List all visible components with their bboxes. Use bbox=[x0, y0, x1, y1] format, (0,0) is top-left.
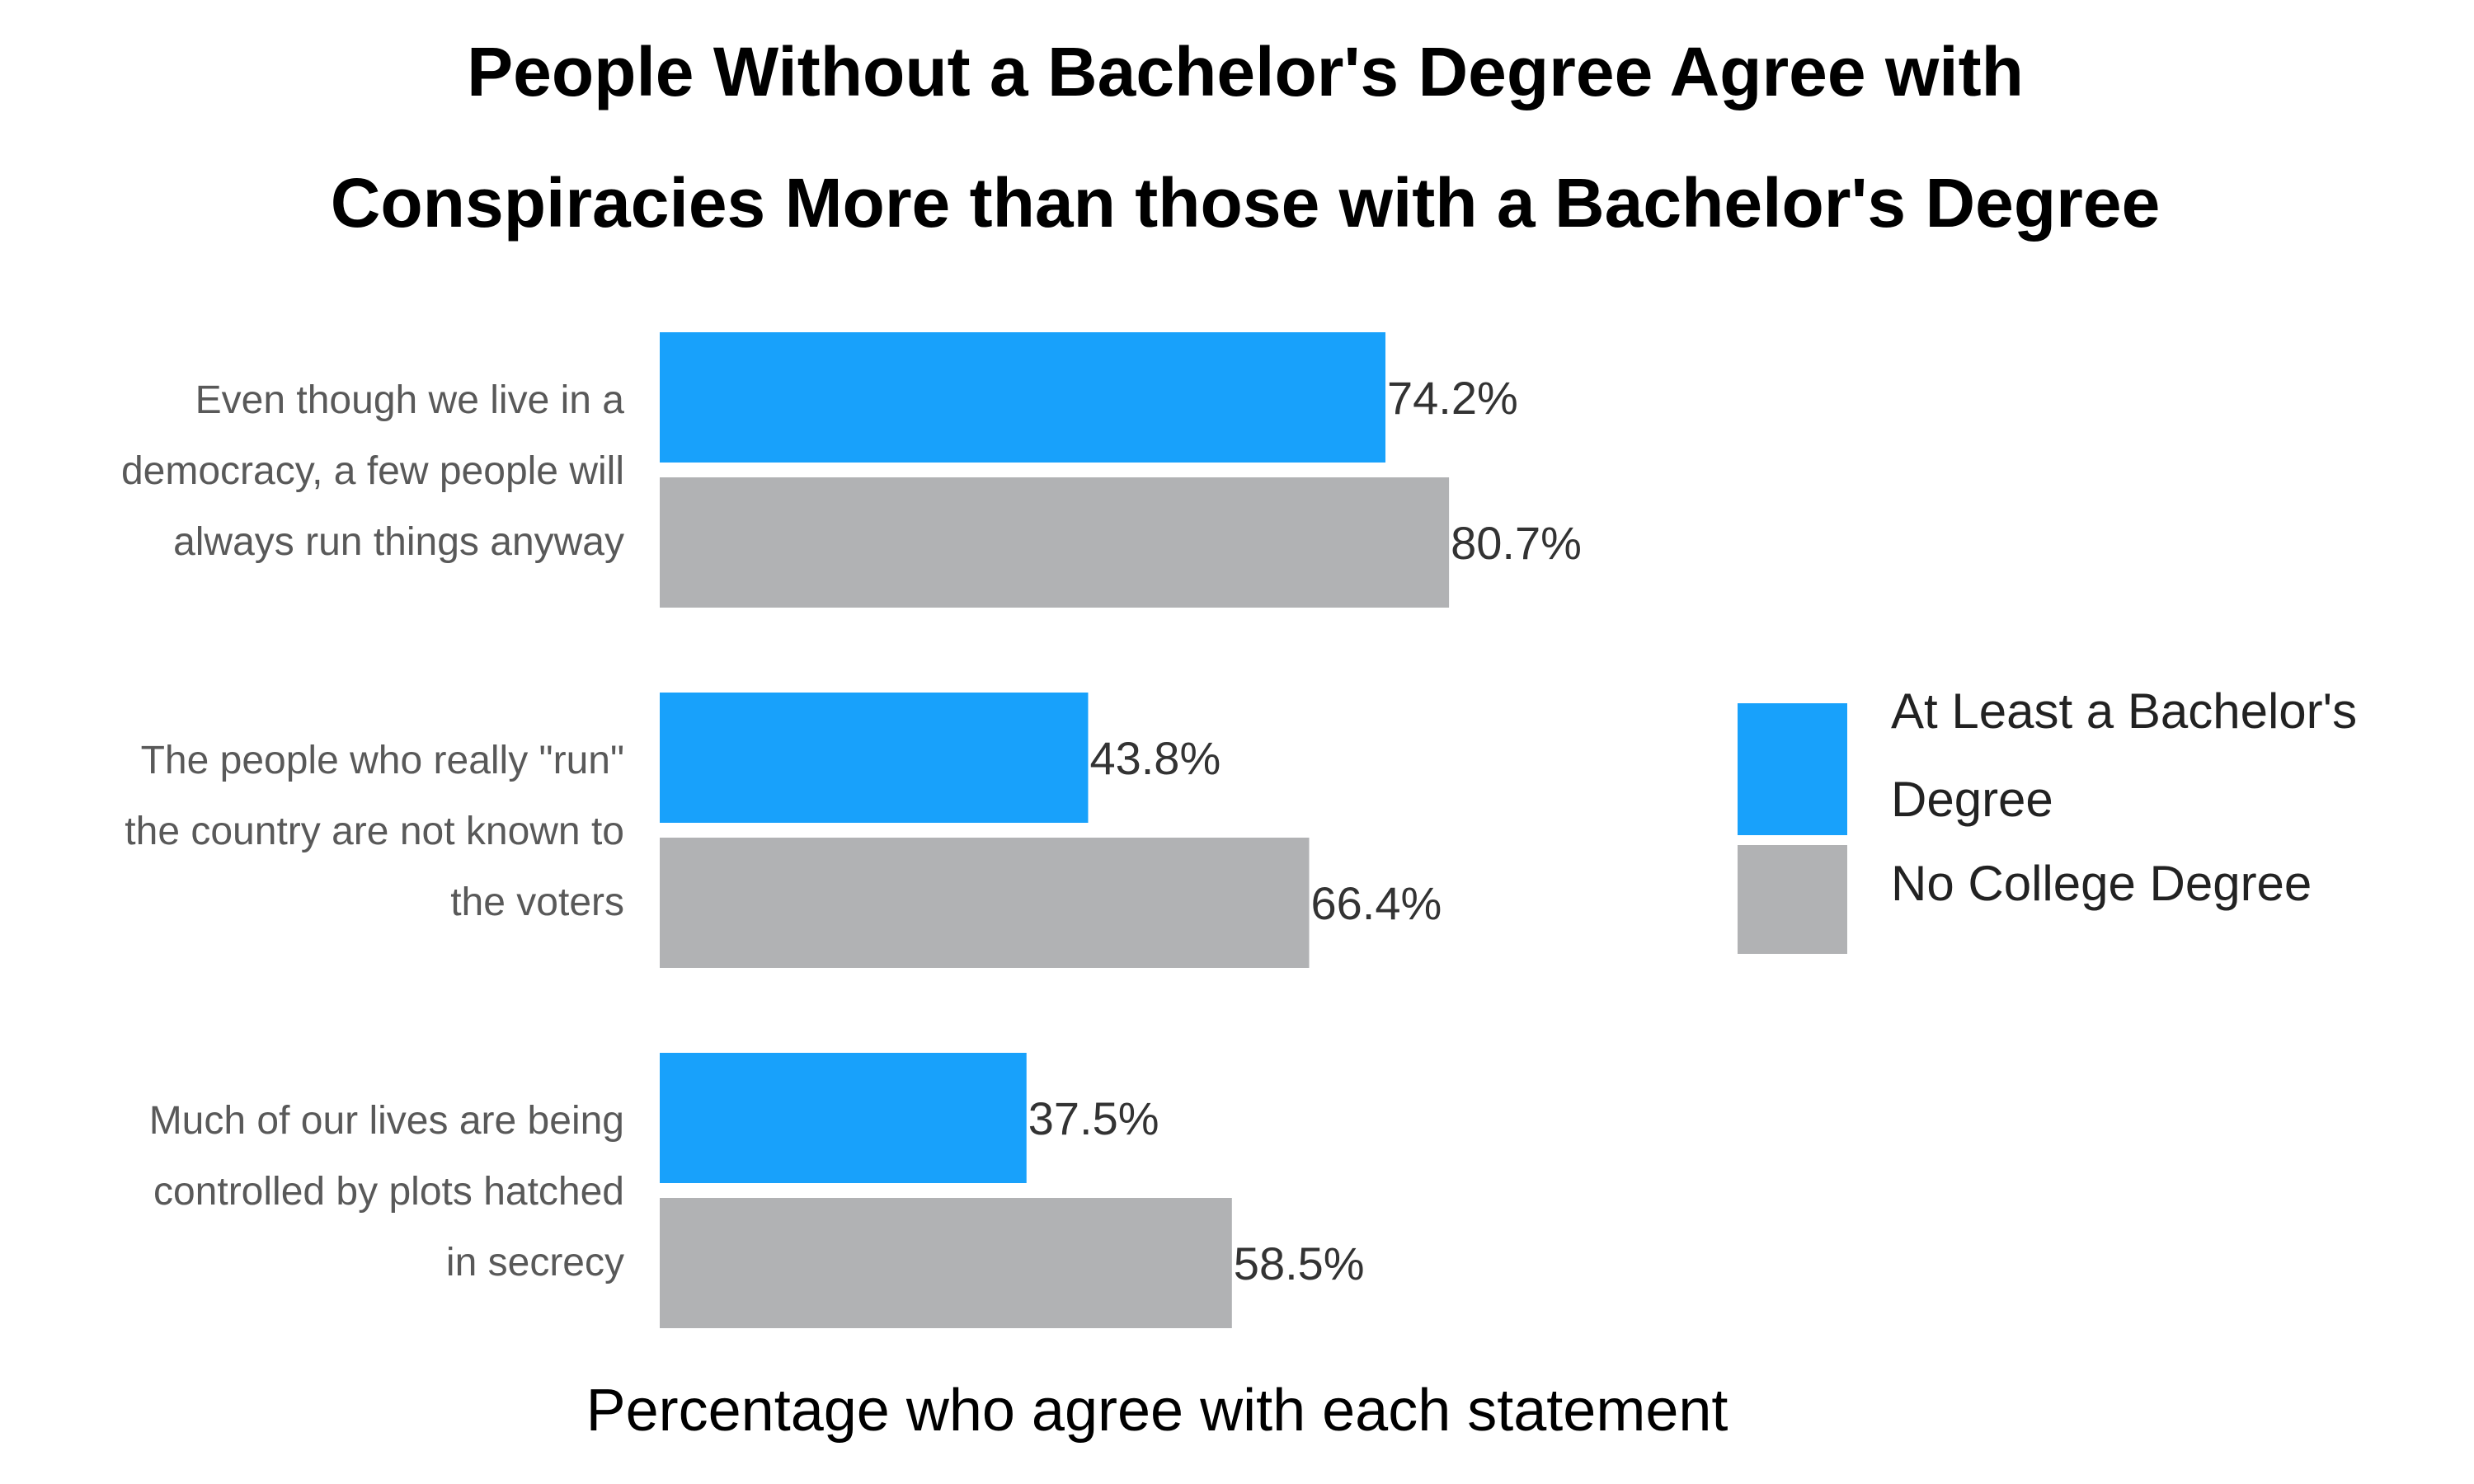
category-label: The people who really "run" bbox=[141, 739, 624, 782]
legend-swatch-no-college bbox=[1738, 845, 1847, 954]
category-label: always run things anyway bbox=[173, 520, 624, 564]
bar-bachelors bbox=[660, 693, 1089, 823]
category-label: Much of our lives are being bbox=[149, 1099, 624, 1143]
data-label: 43.8% bbox=[1089, 732, 1221, 784]
x-axis-label: Percentage who agree with each statement bbox=[586, 1378, 1729, 1444]
legend-swatch-bachelors bbox=[1738, 703, 1847, 835]
category-label: Even though we live in a bbox=[195, 378, 625, 422]
bar-no-college bbox=[660, 1198, 1232, 1328]
legend-label: No College Degree bbox=[1891, 856, 2312, 911]
data-label: 74.2% bbox=[1387, 372, 1518, 424]
legend: At Least a Bachelor's Degree No College De… bbox=[1738, 683, 2357, 954]
data-label: 80.7% bbox=[1451, 517, 1582, 569]
data-label: 37.5% bbox=[1028, 1092, 1159, 1144]
bar-no-college bbox=[660, 838, 1310, 968]
bar-bachelors bbox=[660, 1053, 1027, 1183]
bar-no-college bbox=[660, 477, 1450, 608]
category-label: the voters bbox=[450, 881, 624, 924]
chart-title-line-2: Conspiracies More than those with a Bach… bbox=[331, 164, 2161, 242]
category-label: in secrecy bbox=[446, 1241, 624, 1284]
legend-label: At Least a Bachelor's bbox=[1891, 683, 2357, 739]
category-label: the country are not known to bbox=[125, 810, 624, 853]
category-label: controlled by plots hatched bbox=[153, 1170, 624, 1214]
data-label: 66.4% bbox=[1311, 877, 1442, 929]
category-label: democracy, a few people will bbox=[121, 449, 624, 493]
plot-area: Even though we live in a democracy, a few… bbox=[121, 332, 1582, 1328]
bar-bachelors bbox=[660, 332, 1386, 463]
chart-title-line-1: People Without a Bachelor's Degree Agree… bbox=[467, 33, 2024, 110]
data-label: 58.5% bbox=[1234, 1237, 1365, 1289]
legend-label: Degree bbox=[1891, 772, 2053, 827]
